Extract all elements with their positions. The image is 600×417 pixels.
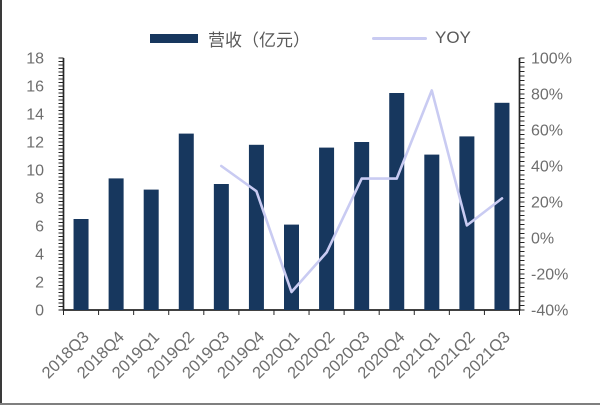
bar-2021Q1 <box>424 154 440 310</box>
bar-2019Q4 <box>248 144 264 310</box>
axis-tick-label: 0% <box>531 231 554 248</box>
axis-tick-label: -40% <box>531 303 568 320</box>
axis-tick-label: 80% <box>531 87 563 104</box>
axis-tick-label: 16 <box>26 79 44 96</box>
axis-tick-label: 40% <box>531 159 563 176</box>
legend-line-swatch-icon <box>372 36 427 40</box>
axis-tick-label: 14 <box>26 107 44 124</box>
bar-2020Q3 <box>354 142 370 310</box>
bar-2020Q2 <box>319 147 335 310</box>
bar-2021Q3 <box>494 102 510 310</box>
axis-tick-label: 6 <box>35 219 44 236</box>
legend-label-yoy: YOY <box>435 28 471 47</box>
bar-2018Q3 <box>73 219 89 310</box>
bar-2020Q1 <box>284 224 299 310</box>
bar-2019Q3 <box>213 184 229 310</box>
bar-2020Q4 <box>389 93 405 310</box>
axis-tick-label: 20% <box>531 195 563 212</box>
page-left-border <box>0 0 2 405</box>
bar-2018Q4 <box>108 178 124 310</box>
axis-tick-label: 100% <box>531 51 572 68</box>
axis-tick-label: 4 <box>35 247 44 264</box>
axis-tick-label: 18 <box>26 51 44 68</box>
yoy-line <box>220 89 504 294</box>
page-bottom-border <box>0 403 600 405</box>
axis-tick-label: 2 <box>35 275 44 292</box>
axis-tick-label: 12 <box>26 135 44 152</box>
axis-tick-label: 0 <box>35 303 44 320</box>
axis-tick-label: 60% <box>531 123 563 140</box>
bar-2019Q2 <box>178 133 194 310</box>
legend-bar-swatch-icon <box>150 33 198 43</box>
axis-tick-label: 10 <box>26 163 44 180</box>
chart-legend: 营收（亿元） YOY <box>150 27 471 50</box>
axis-tick-label: 8 <box>35 191 44 208</box>
legend-label-revenue: 营收（亿元） <box>208 30 310 50</box>
bar-2019Q1 <box>143 189 159 310</box>
axis-tick-label: -20% <box>531 267 568 284</box>
